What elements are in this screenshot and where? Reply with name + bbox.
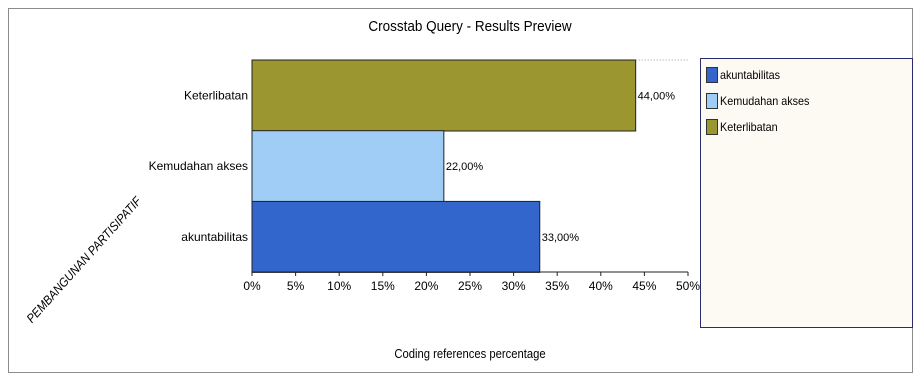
- legend-item-keterlibatan: Keterlibatan: [706, 118, 784, 136]
- legend-item-kemudahan-akses: Kemudahan akses: [706, 92, 819, 110]
- legend-item-akuntabilitas: akuntabilitas: [706, 66, 787, 84]
- x-tick-label: 35%: [545, 279, 569, 293]
- legend-swatch-akuntabilitas: [706, 67, 718, 83]
- data-label-kemudahan-akses: 22,00%: [446, 161, 484, 173]
- x-tick-label: 45%: [632, 279, 656, 293]
- legend: akuntabilitas Kemudahan akses Keterlibat…: [700, 58, 913, 328]
- legend-label: Keterlibatan: [720, 120, 778, 134]
- x-tick-label: 25%: [458, 279, 482, 293]
- chart-title: Crosstab Query - Results Preview: [368, 18, 572, 35]
- x-tick-label: 0%: [243, 279, 261, 293]
- bar-kemudahan-akses: [251, 130, 445, 203]
- legend-swatch-kemudahan-akses: [706, 93, 718, 109]
- category-label-akuntabilitas: akuntabilitas: [181, 230, 248, 244]
- data-label-keterlibatan: 44,00%: [638, 91, 676, 103]
- data-label-akuntabilitas: 33,00%: [542, 232, 580, 244]
- bar-keterlibatan: [251, 59, 637, 132]
- x-tick-label: 15%: [371, 279, 395, 293]
- legend-swatch-keterlibatan: [706, 119, 718, 135]
- x-tick-label: 20%: [414, 279, 438, 293]
- x-tick-label: 10%: [327, 279, 351, 293]
- x-tick-label: 30%: [502, 279, 526, 293]
- x-axis-label: Coding references percentage: [394, 347, 546, 361]
- category-label-kemudahan-akses: Kemudahan akses: [149, 159, 248, 173]
- x-tick-label: 5%: [287, 279, 305, 293]
- bar-akuntabilitas: [251, 200, 541, 273]
- category-label-keterlibatan: Keterlibatan: [184, 89, 248, 103]
- legend-label: akuntabilitas: [720, 68, 781, 82]
- x-tick-label: 50%: [676, 279, 700, 293]
- legend-label: Kemudahan akses: [720, 94, 810, 108]
- x-tick-label: 40%: [589, 279, 613, 293]
